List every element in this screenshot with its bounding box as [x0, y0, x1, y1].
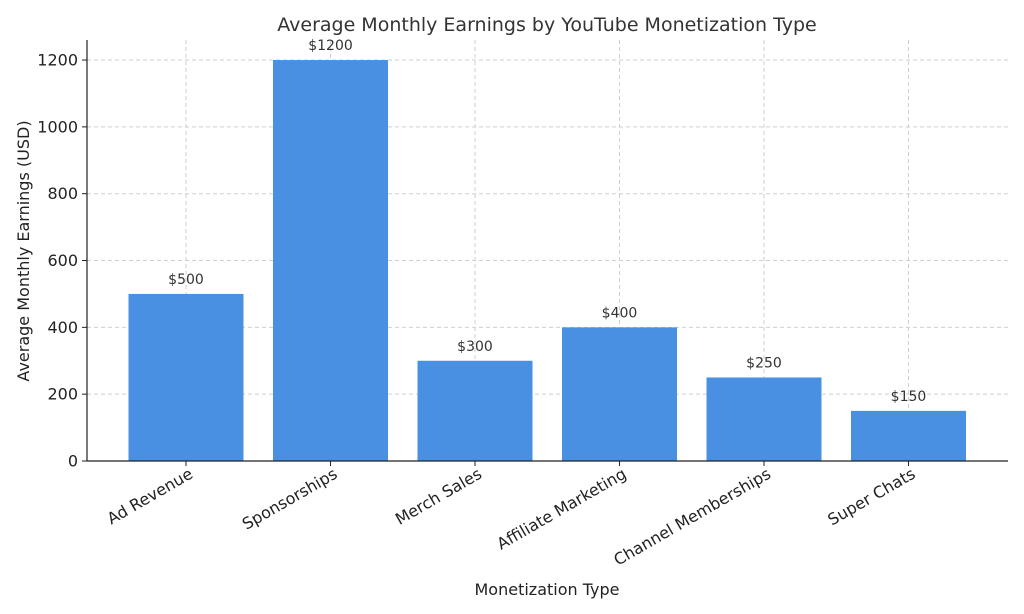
y-tick-label: 600: [47, 251, 78, 270]
y-tick-label: 0: [68, 452, 78, 471]
y-axis-label: Average Monthly Earnings (USD): [14, 120, 33, 381]
x-tick-label: Merch Sales: [392, 464, 485, 529]
bar: [851, 410, 966, 461]
bars: [128, 60, 966, 462]
x-tick-label: Affiliate Marketing: [494, 464, 630, 553]
data-label: $250: [746, 355, 782, 371]
y-tick-label: 1200: [37, 51, 78, 70]
y-axis-ticks: 0 200 400 600 800 1000 1200: [37, 51, 87, 471]
data-labels: $500 $1200 $300 $400 $250 $150: [168, 38, 926, 405]
data-label: $500: [168, 272, 204, 288]
bar: [706, 377, 822, 461]
bar: [273, 60, 388, 462]
x-axis-label: Monetization Type: [475, 580, 620, 599]
x-tick-label: Ad Revenue: [104, 464, 196, 528]
data-label: $300: [457, 339, 493, 355]
data-label: $400: [602, 305, 638, 321]
bar: [128, 293, 244, 461]
bar: [417, 360, 533, 461]
y-tick-label: 1000: [37, 117, 78, 136]
data-label: $1200: [308, 38, 353, 54]
y-tick-label: 800: [47, 184, 78, 203]
x-tick-label: Channel Memberships: [610, 464, 774, 569]
y-tick-label: 200: [47, 385, 78, 404]
x-axis-ticks: Ad Revenue Sponsorships Merch Sales Affilia…: [104, 461, 919, 569]
y-tick-label: 400: [47, 318, 78, 337]
x-tick-label: Sponsorships: [239, 464, 341, 534]
x-tick-label: Super Chats: [824, 464, 918, 529]
bar: [562, 327, 677, 461]
data-label: $150: [891, 389, 927, 405]
chart-title: Average Monthly Earnings by YouTube Mone…: [277, 14, 816, 36]
